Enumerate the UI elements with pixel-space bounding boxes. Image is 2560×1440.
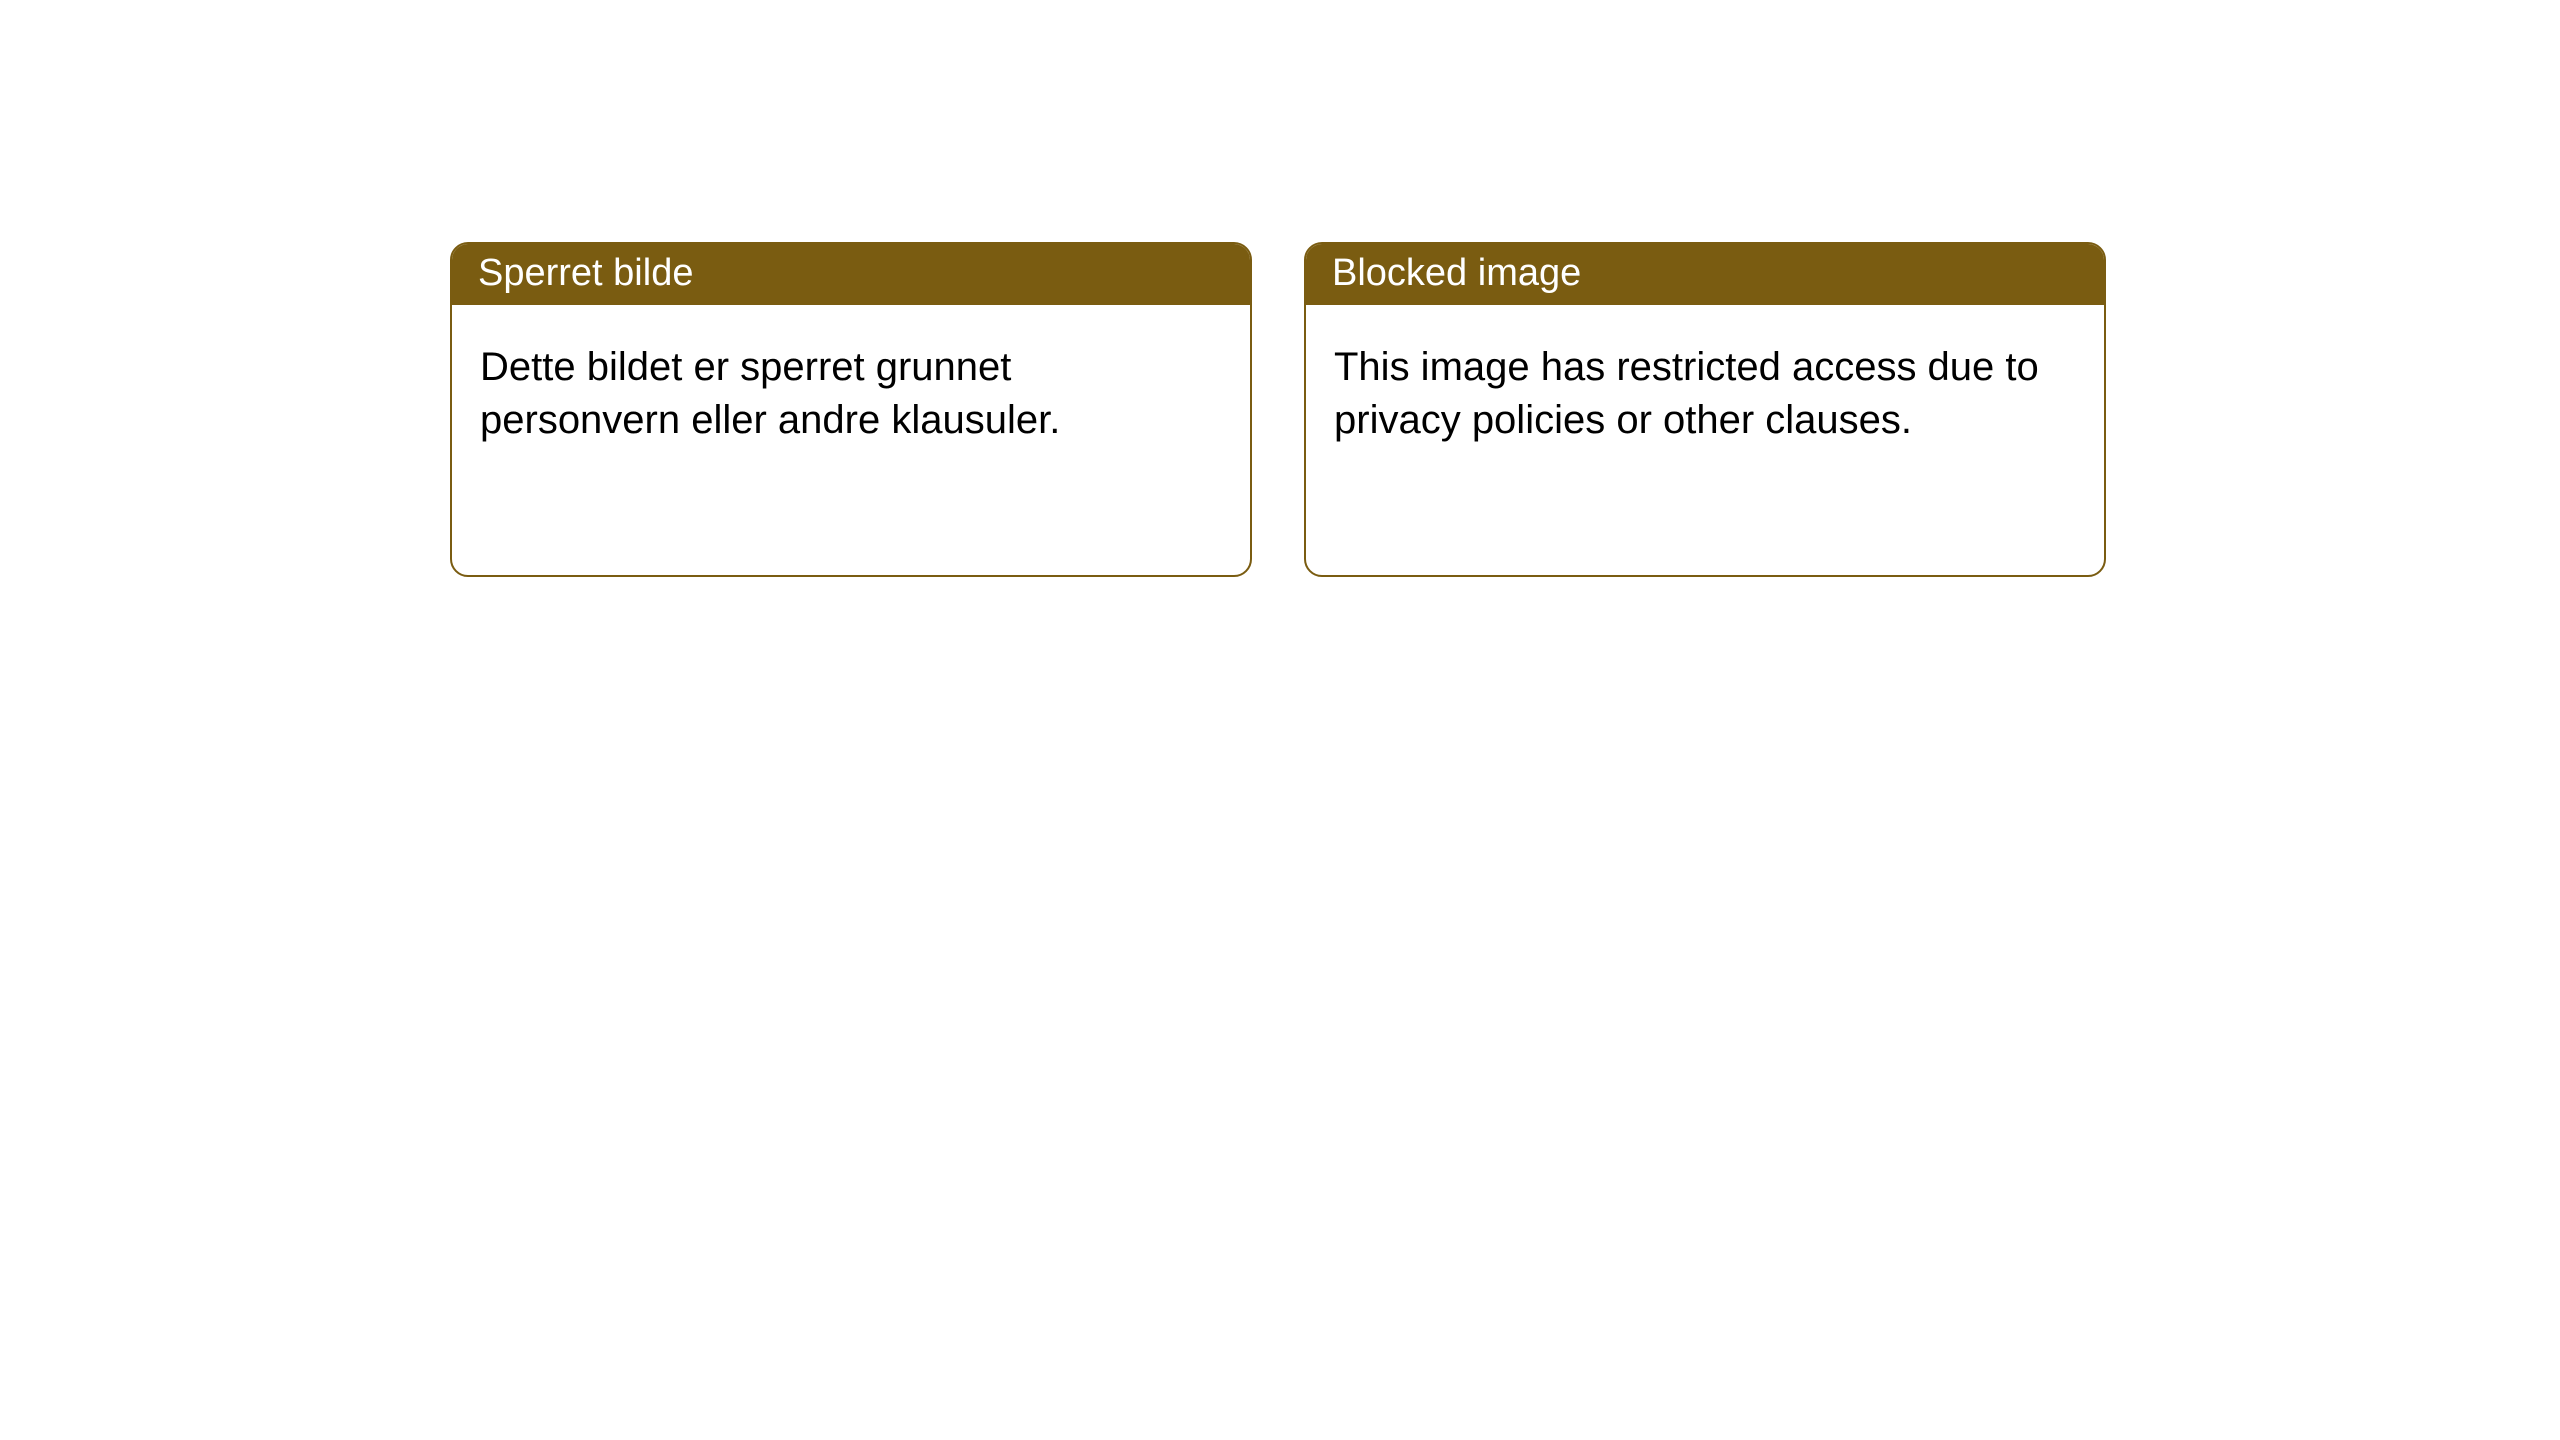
card-title-no: Sperret bilde <box>478 252 693 294</box>
card-body-en: This image has restricted access due to … <box>1306 305 2104 575</box>
card-title-en: Blocked image <box>1332 252 1581 294</box>
card-header-no: Sperret bilde <box>452 244 1250 305</box>
blocked-image-card-no: Sperret bilde Dette bildet er sperret gr… <box>450 242 1252 577</box>
card-body-no: Dette bildet er sperret grunnet personve… <box>452 305 1250 575</box>
card-body-text-en: This image has restricted access due to … <box>1334 345 2039 442</box>
card-header-en: Blocked image <box>1306 244 2104 305</box>
card-body-text-no: Dette bildet er sperret grunnet personve… <box>480 345 1060 442</box>
blocked-image-card-en: Blocked image This image has restricted … <box>1304 242 2106 577</box>
notice-container: Sperret bilde Dette bildet er sperret gr… <box>0 0 2560 577</box>
